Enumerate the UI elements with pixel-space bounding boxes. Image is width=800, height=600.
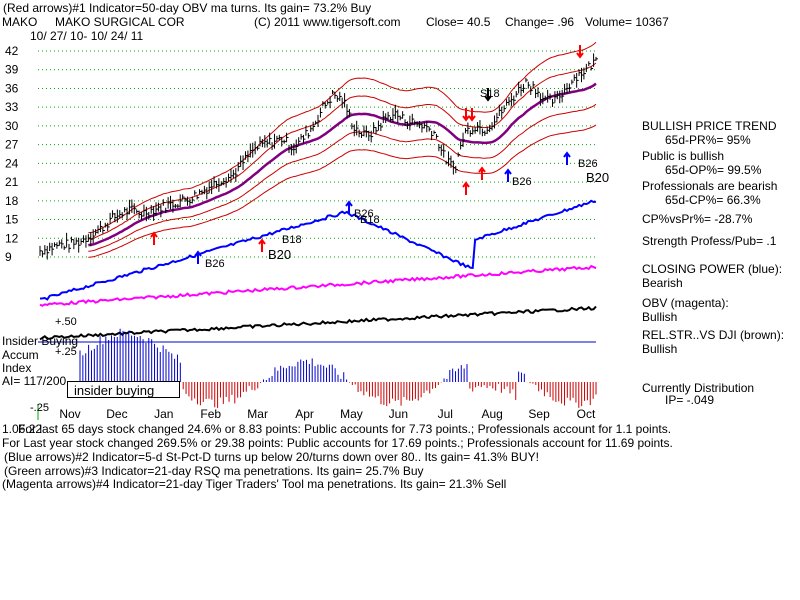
closing-power-label: CLOSING POWER (blue):	[642, 262, 783, 276]
insider-buying-box: insider buying	[67, 381, 180, 398]
footer-blue-arrows: (Blue arrows)#2 Indicator=5-d St-Pct-D t…	[4, 450, 539, 464]
blue-up-arrow	[194, 250, 202, 264]
x-tick-label: May	[340, 407, 363, 421]
x-tick-label: Apr	[295, 407, 314, 421]
relstr-value: Bullish	[642, 342, 678, 356]
closing-power-value: Bearish	[642, 276, 683, 290]
ticker-symbol: MAKO	[2, 15, 38, 29]
y-tick-label: 39	[5, 63, 19, 77]
x-axis-ticks: Nov Dec Jan Feb Mar Apr May Jun Jul Aug Sep Oct	[59, 407, 596, 421]
y-tick-label: 42	[5, 44, 19, 58]
x-tick-label: Jul	[438, 407, 453, 421]
public-status: Public is bullish	[642, 149, 725, 163]
y-tick-label: 18	[5, 194, 19, 208]
blue-up-arrow	[504, 168, 512, 182]
x-tick-label: Oct	[577, 407, 596, 421]
op-value: 65d-OP%= 99.5%	[665, 163, 762, 177]
red-arrows-indicator-text: (Red arrows)#1 Indicator=50-day OBV ma t…	[3, 1, 372, 15]
strength-ratio: Strength Profess/Pub= .1	[642, 234, 777, 248]
y-tick-label: 36	[5, 81, 19, 95]
y-tick-label: 9	[5, 250, 12, 264]
y-axis-ticks: 42 39 36 33 30 27 24 21 18 15 12 9	[5, 44, 19, 264]
y-tick-label: 12	[5, 231, 19, 245]
red-up-arrow	[462, 181, 470, 195]
signal-label-s18: S18	[480, 88, 500, 100]
footer-magenta-arrows: (Magenta arrows)#4 Indicator=21-day Tige…	[2, 477, 507, 491]
closing-power-line	[39, 199, 597, 301]
x-tick-label: Aug	[482, 407, 503, 421]
plus25-label: +.25	[55, 346, 77, 358]
obv-label: OBV (magenta):	[642, 296, 729, 310]
red-up-arrow	[478, 166, 486, 180]
blue-up-arrow	[345, 200, 353, 214]
x-tick-label: Nov	[59, 407, 80, 421]
copyright-text: (C) 2011 www.tigersoft.com	[254, 15, 401, 29]
volume-value: Volume= 10367	[585, 15, 669, 29]
signal-label-b18-may: B18	[360, 214, 380, 226]
signal-arrows	[150, 45, 584, 264]
company-name: MAKO SURGICAL COR	[55, 15, 185, 29]
accum-label: Accum	[2, 348, 39, 362]
professionals-status: Professionals are bearish	[642, 179, 778, 193]
red-up-arrow	[150, 231, 158, 245]
y-tick-label: 21	[5, 175, 19, 189]
ip-value: IP= -.049	[665, 393, 715, 407]
signal-label-b26-may: B26	[354, 208, 374, 220]
y-tick-label: 24	[5, 156, 19, 170]
x-tick-label: Jan	[154, 407, 173, 421]
relstr-label: REL.STR..VS DJI (brown):	[642, 328, 785, 342]
band-line	[88, 41, 597, 234]
pr-value: 65d-PR%= 95%	[665, 133, 751, 147]
x-tick-label: Mar	[247, 407, 268, 421]
footer-year-change: For Last year stock changed 269.5% or 29…	[2, 436, 673, 450]
x-tick-label: Feb	[200, 407, 221, 421]
band-line	[88, 103, 597, 252]
signal-label-b26-aug: B26	[512, 176, 532, 188]
black-down-arrow	[484, 88, 492, 102]
relstr-series	[39, 305, 597, 341]
price-bars	[39, 53, 598, 260]
y-tick-label: 27	[5, 138, 19, 152]
obv-series	[39, 264, 597, 307]
x-tick-label: Dec	[106, 407, 127, 421]
x-tick-label: Sep	[528, 407, 550, 421]
obv-value: Bullish	[642, 310, 678, 324]
y-tick-label: 15	[5, 213, 19, 227]
close-value: Close= 40.5	[426, 15, 491, 29]
band-line	[88, 124, 597, 258]
cp-value: 65d-CP%= 66.3%	[665, 193, 761, 207]
price-trend-label: BULLISH PRICE TREND	[642, 119, 777, 133]
red-up-arrow	[258, 238, 266, 252]
minus25-label: -.25	[30, 402, 49, 414]
accumulation-index-bars	[79, 328, 597, 408]
footer-green-arrows: (Green arrows)#3 Indicator=21-day RSQ ma…	[4, 464, 424, 478]
plus50-label: +.50	[55, 316, 77, 328]
closing-power-series	[39, 199, 597, 301]
signal-label-b18-mar: B18	[282, 234, 302, 246]
relative-strength-line	[39, 305, 597, 341]
signal-label-b20-mar: B20	[268, 247, 292, 262]
red-down-arrow	[576, 45, 584, 59]
obv-line	[39, 264, 597, 307]
change-value: Change= .96	[505, 15, 575, 29]
signal-label-b26-feb: B26	[205, 258, 225, 270]
x-tick-label: Jun	[389, 407, 408, 421]
red-down-arrow	[468, 108, 476, 122]
cp-vs-pr-value: CP%vsPr%= -28.7%	[642, 212, 753, 226]
distribution-status: Currently Distribution	[642, 381, 755, 395]
blue-up-arrow	[563, 151, 571, 165]
insider-buying-title: Insider Buying	[2, 334, 79, 348]
red-down-arrow	[462, 108, 470, 122]
signal-label-b20-oct: B20	[586, 170, 610, 185]
index-label: Index	[2, 361, 32, 375]
date-range: 10/ 27/ 10- 10/ 24/ 11	[30, 29, 144, 43]
footer-65day-prefix: 1.06.22	[2, 422, 43, 436]
y-tick-label: 30	[5, 119, 19, 133]
footer-65day-change: For last 65 days stock changed 24.6% or …	[18, 422, 672, 436]
y-tick-label: 33	[5, 100, 19, 114]
ai-value: AI= 117/200	[2, 374, 67, 388]
signal-label-b26-oct: B26	[578, 158, 598, 170]
